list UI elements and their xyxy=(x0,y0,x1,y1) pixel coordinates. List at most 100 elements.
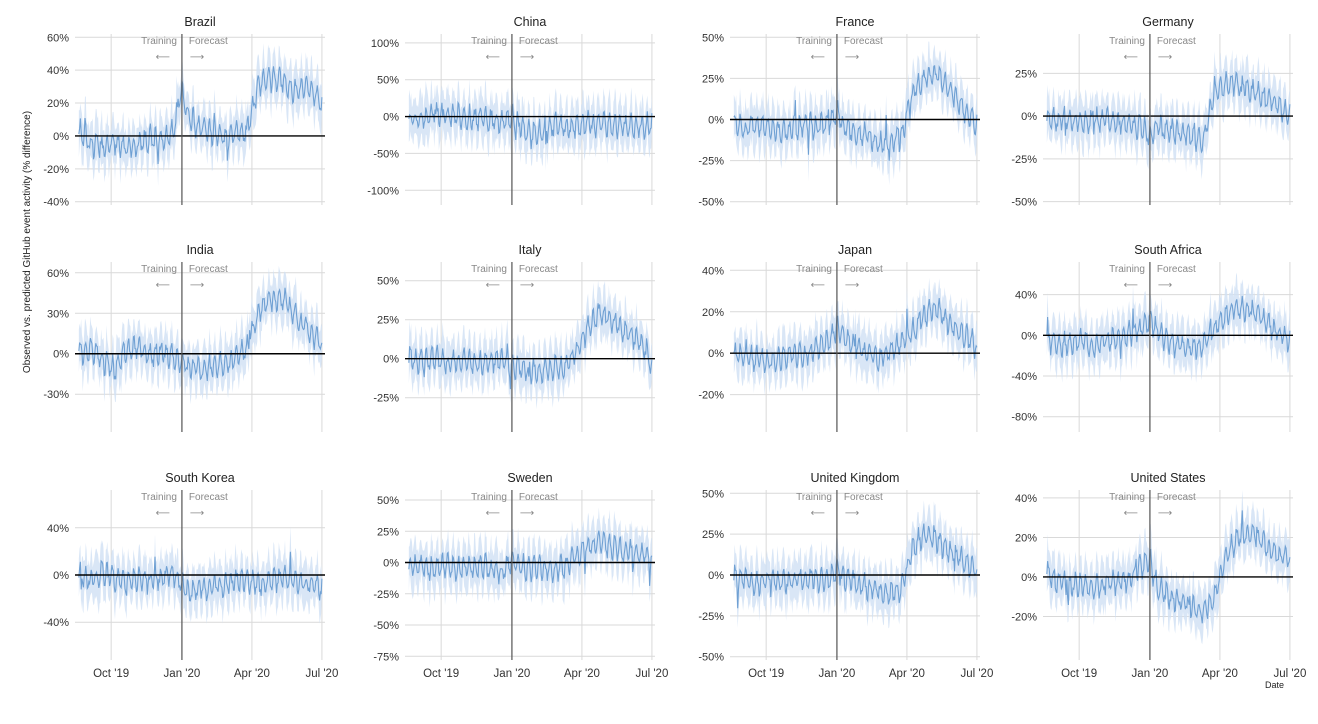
panel-china: -100% -50% 0% 50% 100% Training Forecast ⟵ ⟶ Chin… xyxy=(367,15,655,205)
y-tick-label: -50% xyxy=(698,652,724,664)
y-tick-label: 50% xyxy=(702,488,724,500)
series-line-south-korea xyxy=(78,551,323,602)
arrow-left-icon: ⟵ xyxy=(156,52,170,63)
training-label: Training xyxy=(141,492,177,503)
training-label: Training xyxy=(1109,492,1145,503)
y-tick-label: 20% xyxy=(1015,532,1037,544)
forecast-label: Forecast xyxy=(1157,36,1196,47)
y-tick-label: 25% xyxy=(377,526,399,538)
arrow-right-icon: ⟶ xyxy=(845,280,859,291)
arrow-left-icon: ⟵ xyxy=(1124,52,1138,63)
x-tick-label: Jul '20 xyxy=(960,668,993,680)
arrow-left-icon: ⟵ xyxy=(156,280,170,291)
training-label: Training xyxy=(471,264,507,275)
series-line-india xyxy=(78,287,323,382)
y-tick-label: -100% xyxy=(367,185,399,197)
arrow-right-icon: ⟶ xyxy=(190,280,204,291)
forecast-label: Forecast xyxy=(519,36,558,47)
prediction-band-sweden xyxy=(408,507,652,608)
y-tick-label: -20% xyxy=(43,164,69,176)
y-tick-label: -75% xyxy=(373,651,399,663)
arrow-right-icon: ⟶ xyxy=(190,52,204,63)
arrow-left-icon: ⟵ xyxy=(811,52,825,63)
panel-title: Sweden xyxy=(507,471,552,485)
y-tick-label: 0% xyxy=(1021,111,1037,123)
arrow-left-icon: ⟵ xyxy=(486,52,500,63)
y-tick-label: 40% xyxy=(47,65,69,77)
x-tick-label: Jan '20 xyxy=(1132,668,1169,680)
forecast-label: Forecast xyxy=(519,264,558,275)
y-tick-label: 40% xyxy=(1015,493,1037,505)
x-tick-label: Oct '19 xyxy=(1061,668,1097,680)
training-label: Training xyxy=(1109,36,1145,47)
y-tick-label: -50% xyxy=(373,620,399,632)
y-tick-label: 40% xyxy=(1015,290,1037,302)
prediction-band-china xyxy=(408,79,652,171)
forecast-label: Forecast xyxy=(844,36,883,47)
y-tick-label: 100% xyxy=(371,38,399,50)
panel-south-africa: -80% -40% 0% 40% Training Forecast ⟵ ⟶ South Afr… xyxy=(1011,243,1293,432)
forecast-label: Forecast xyxy=(1157,264,1196,275)
y-tick-label: -20% xyxy=(1011,612,1037,624)
y-tick-label: 25% xyxy=(1015,68,1037,80)
panel-south-korea: -40% 0% 40% Training Forecast ⟵ ⟶ South Korea Oc… xyxy=(43,471,338,680)
x-tick-label: Jan '20 xyxy=(819,668,856,680)
y-tick-label: 0% xyxy=(383,354,399,366)
arrow-right-icon: ⟶ xyxy=(845,52,859,63)
arrow-right-icon: ⟶ xyxy=(845,508,859,519)
x-axis-label: Date xyxy=(1265,680,1284,690)
panel-france: -50% -25% 0% 25% 50% Training Forecast ⟵ ⟶ France xyxy=(698,15,980,209)
panel-india: -30% 0% 30% 60% Training Forecast ⟵ ⟶ India xyxy=(43,243,325,432)
y-tick-label: 0% xyxy=(708,115,724,127)
x-tick-label: Apr '20 xyxy=(234,668,270,680)
y-tick-label: -20% xyxy=(698,390,724,402)
arrow-left-icon: ⟵ xyxy=(1124,280,1138,291)
panel-germany: -50% -25% 0% 25% Training Forecast ⟵ ⟶ Germany xyxy=(1011,15,1293,209)
panel-title: Brazil xyxy=(184,15,215,29)
prediction-band-united-kingdom xyxy=(733,500,977,629)
prediction-band-france xyxy=(733,41,977,186)
series-line-brazil xyxy=(78,66,323,164)
series-line-italy xyxy=(408,303,653,390)
y-tick-label: 0% xyxy=(53,349,69,361)
chart-panels: -40% -20% 0% 20% 40% 60% Training Forecast ⟵ ⟶ Bra… xyxy=(43,15,1306,680)
panel-title: South Korea xyxy=(165,471,235,485)
panel-japan: -20% 0% 20% 40% Training Forecast ⟵ ⟶ Japan xyxy=(698,243,980,432)
y-tick-label: 0% xyxy=(53,570,69,582)
arrow-left-icon: ⟵ xyxy=(811,508,825,519)
x-tick-label: Oct '19 xyxy=(93,668,129,680)
forecast-label: Forecast xyxy=(189,264,228,275)
series-line-united-kingdom xyxy=(733,523,978,609)
arrow-right-icon: ⟶ xyxy=(520,508,534,519)
panel-united-kingdom: -50% -25% 0% 25% 50% Training Forecast ⟵ ⟶ United… xyxy=(698,471,993,680)
training-label: Training xyxy=(1109,264,1145,275)
y-tick-label: 0% xyxy=(383,558,399,570)
y-tick-label: 25% xyxy=(702,529,724,541)
x-tick-label: Apr '20 xyxy=(889,668,925,680)
y-tick-label: -80% xyxy=(1011,412,1037,424)
arrow-right-icon: ⟶ xyxy=(190,508,204,519)
y-tick-label: 60% xyxy=(47,32,69,44)
y-tick-label: -40% xyxy=(43,617,69,629)
x-tick-label: Oct '19 xyxy=(748,668,784,680)
y-tick-label: 20% xyxy=(702,307,724,319)
y-tick-label: 0% xyxy=(708,570,724,582)
y-tick-label: 50% xyxy=(377,495,399,507)
panel-title: Italy xyxy=(519,243,543,257)
x-tick-label: Jul '20 xyxy=(1273,668,1306,680)
prediction-band-brazil xyxy=(78,43,322,186)
y-tick-label: 20% xyxy=(47,98,69,110)
panel-united-states: -20% 0% 20% 40% Training Forecast ⟵ ⟶ United Sta… xyxy=(1011,471,1306,680)
x-tick-label: Jan '20 xyxy=(494,668,531,680)
series-line-germany xyxy=(1046,70,1291,154)
panel-title: India xyxy=(186,243,213,257)
panel-title: Germany xyxy=(1142,15,1194,29)
series-line-united-states xyxy=(1046,510,1291,624)
y-tick-label: 50% xyxy=(377,75,399,87)
panel-sweden: -75% -50% -25% 0% 25% 50% Training Forecast ⟵ ⟶ Sw… xyxy=(373,471,668,680)
arrow-right-icon: ⟶ xyxy=(1158,280,1172,291)
y-tick-label: -50% xyxy=(373,148,399,160)
y-tick-label: -25% xyxy=(1011,154,1037,166)
y-tick-label: 50% xyxy=(377,276,399,288)
